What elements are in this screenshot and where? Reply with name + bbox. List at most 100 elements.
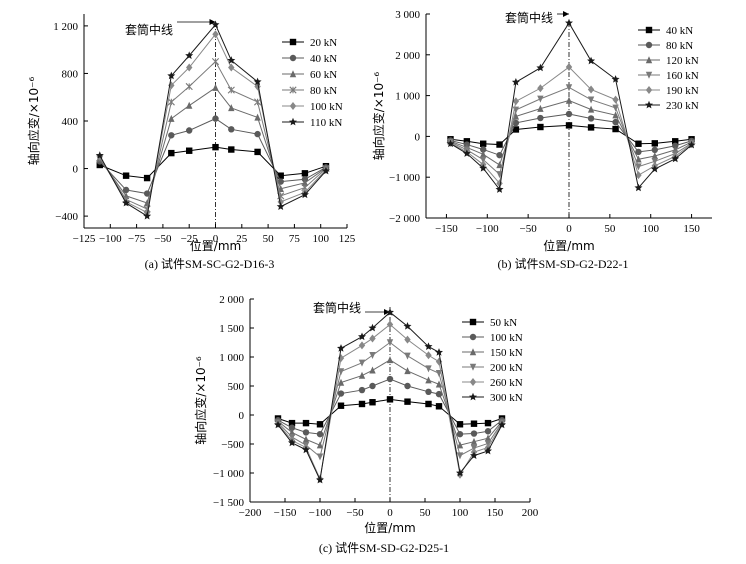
x-tick-label: 75 <box>289 233 301 245</box>
data-point <box>337 344 345 352</box>
data-point <box>316 475 324 484</box>
data-point <box>227 86 235 94</box>
legend-marker <box>469 378 477 386</box>
data-point <box>228 63 235 72</box>
legend-marker <box>289 70 297 78</box>
x-tick-label: 50 <box>263 233 275 245</box>
data-point <box>253 98 262 106</box>
panel-caption: (b) 试件SM-SD-G2-D22-1 <box>498 256 629 271</box>
data-point <box>512 97 520 106</box>
legend-label: 160 kN <box>666 70 699 82</box>
data-point <box>537 104 544 112</box>
data-point <box>228 126 235 133</box>
data-point <box>565 84 573 92</box>
y-tick-label: 400 <box>62 116 79 128</box>
chart-panel-b: −150 −100 −50 0 50 100 150 −2 000 −1 000 0 1 000 2 … <box>371 9 712 271</box>
data-point <box>274 420 282 429</box>
x-tick-label: 150 <box>487 507 504 519</box>
x-tick-label: 100 <box>452 507 469 519</box>
x-tick-label: 0 <box>566 223 572 235</box>
legend-label: 230 kN <box>666 100 699 112</box>
data-point <box>651 152 658 160</box>
data-point <box>470 430 478 437</box>
data-point <box>456 421 464 428</box>
legend-marker <box>469 333 477 341</box>
panel-caption: (c) 试件SM-SD-G2-D25-1 <box>319 540 449 555</box>
data-point <box>302 419 310 427</box>
y-tick-label: −1 500 <box>213 497 244 509</box>
x-tick-label: 0 <box>387 507 393 519</box>
data-point <box>316 441 324 449</box>
data-point <box>612 125 619 133</box>
y-tick-label: −400 <box>55 211 78 223</box>
legend-label: 80 kN <box>666 40 693 52</box>
data-point <box>167 71 176 80</box>
data-point <box>288 419 296 427</box>
legend-label: 100 kN <box>310 101 343 113</box>
data-point <box>611 75 620 83</box>
y-tick-label: 0 <box>73 164 79 176</box>
data-point <box>635 140 642 147</box>
data-point <box>404 335 411 344</box>
data-point <box>186 101 193 109</box>
chart-panel-a: −125 −100 −75 −50 −25 0 25 50 75 100 125 −400 0 400 80… <box>26 14 356 271</box>
series-line <box>99 146 327 179</box>
y-axis-label: 轴向应变/×10⁻⁶ <box>371 72 386 161</box>
data-point <box>96 161 103 169</box>
data-point <box>212 83 219 91</box>
data-point <box>612 95 619 104</box>
data-point <box>316 430 324 438</box>
legend-marker <box>469 318 477 326</box>
data-point <box>425 365 432 373</box>
chart-panel-c: −200 −150 −100 −50 0 50 100 150 200−1 500−1 000−… <box>193 294 539 555</box>
x-tick-label: 100 <box>642 223 659 235</box>
data-point <box>425 351 432 360</box>
data-point <box>456 430 464 438</box>
data-point <box>228 146 235 153</box>
data-point <box>587 96 595 104</box>
data-point <box>565 96 573 104</box>
data-point <box>435 380 443 388</box>
data-point <box>276 202 285 210</box>
data-point <box>302 429 310 436</box>
data-point <box>386 356 394 364</box>
data-point <box>358 332 366 341</box>
data-point <box>316 421 324 428</box>
data-point <box>185 51 194 60</box>
data-point <box>386 339 394 347</box>
data-point <box>537 123 544 131</box>
x-tick-label: −25 <box>181 233 199 245</box>
legend-marker <box>645 41 653 49</box>
x-tick-label: 25 <box>236 233 248 245</box>
y-tick-label: 1 000 <box>395 91 420 103</box>
x-tick-label: −100 <box>476 223 499 235</box>
data-point <box>337 390 345 397</box>
data-point <box>288 438 296 447</box>
data-point <box>480 150 487 158</box>
annotation-arrowhead <box>384 309 390 315</box>
data-point <box>425 400 432 408</box>
data-point <box>650 164 659 173</box>
data-point <box>143 211 152 220</box>
legend-label: 120 kN <box>666 55 699 67</box>
y-tick-label: 800 <box>62 68 79 80</box>
x-tick-label: 50 <box>420 507 432 519</box>
legend-marker <box>645 71 653 79</box>
data-point <box>671 154 680 163</box>
legend-label: 40 kN <box>310 53 337 65</box>
data-point <box>369 334 376 343</box>
data-point <box>302 445 310 454</box>
legend-marker <box>645 100 653 109</box>
data-point <box>672 138 679 145</box>
data-point <box>386 320 394 329</box>
data-point <box>435 390 443 398</box>
data-point <box>253 77 262 86</box>
data-point <box>651 158 658 166</box>
x-axis-label: 位置/mm <box>543 238 594 253</box>
y-tick-label: −1 000 <box>213 468 244 480</box>
data-point <box>587 85 595 94</box>
data-point <box>425 376 432 384</box>
data-point <box>565 110 573 118</box>
data-point <box>386 375 394 383</box>
data-point <box>470 420 478 427</box>
